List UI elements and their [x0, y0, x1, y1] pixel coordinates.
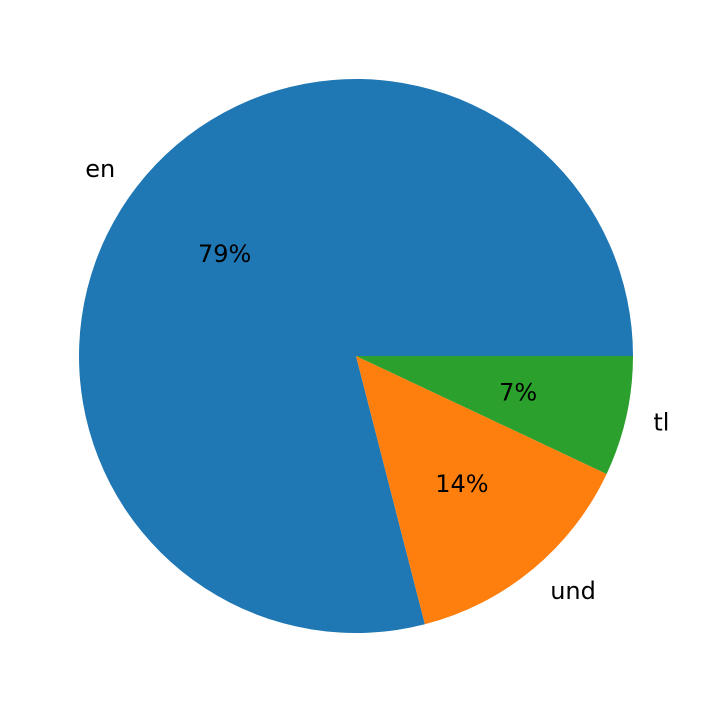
slice-percent-label: 7% — [499, 378, 537, 406]
pie-wedge-und — [356, 356, 607, 625]
pie-wedge-tl — [356, 356, 633, 474]
slice-percent-label: 14% — [435, 470, 488, 498]
slice-label: en — [85, 155, 115, 183]
pie-labels: en 79% und 14% tl 7% — [85, 155, 669, 605]
slice-percent-label: 79% — [198, 240, 251, 268]
slice-label: und — [550, 577, 596, 605]
pie-wedges — [78, 79, 633, 634]
slice-label: tl — [653, 408, 669, 436]
pie-wedge-en — [78, 79, 633, 634]
